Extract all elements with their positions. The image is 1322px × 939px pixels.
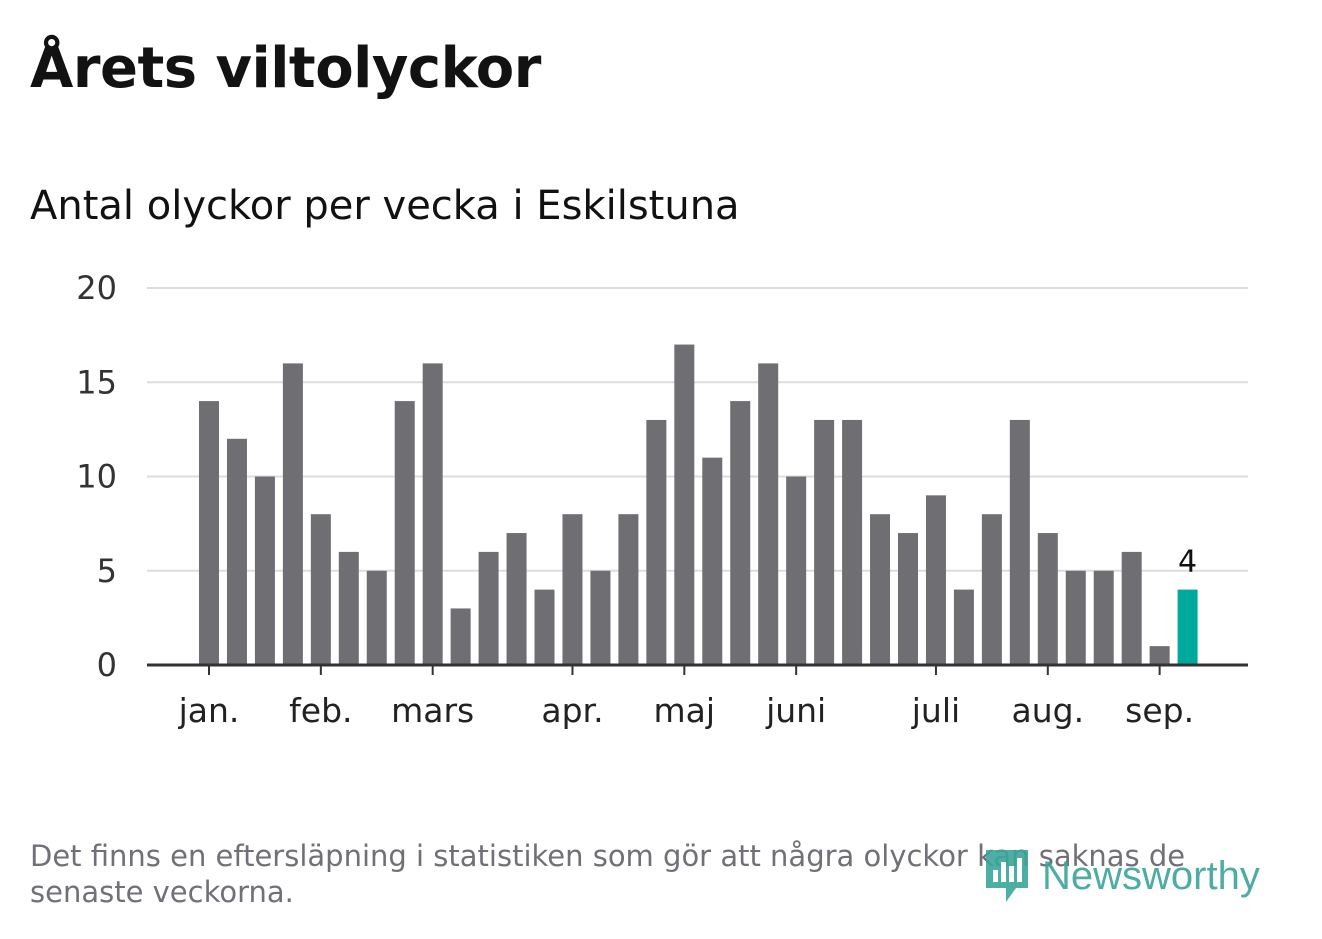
logo-text: Newsworthy [1042, 853, 1260, 898]
y-tick-label: 20 [76, 269, 117, 307]
y-tick-label: 5 [97, 552, 117, 590]
x-tick-label: feb. [289, 691, 352, 730]
bar [981, 514, 1002, 665]
chart-subtitle: Antal olyckor per vecka i Eskilstuna [30, 183, 740, 229]
bar [422, 363, 443, 665]
gridlines [147, 287, 1248, 572]
bars [199, 344, 1198, 665]
bar [478, 551, 499, 665]
bar [814, 419, 835, 665]
bar [590, 570, 611, 665]
bar [758, 363, 779, 665]
bar [450, 608, 471, 665]
bar [310, 514, 331, 665]
x-tick-label: juni [765, 691, 826, 730]
bar [646, 419, 667, 665]
bar [562, 514, 583, 665]
x-tick-label: apr. [541, 691, 603, 730]
chart-title: Årets viltolyckor [30, 36, 541, 101]
bar [1065, 570, 1086, 665]
bar [953, 589, 974, 665]
bar [338, 551, 359, 665]
bar [282, 363, 303, 665]
x-tick-label: aug. [1012, 691, 1085, 730]
data-labels: 4 [1178, 545, 1197, 580]
bar [366, 570, 387, 665]
bar [925, 495, 946, 665]
bar [394, 401, 415, 665]
bar [1149, 646, 1170, 665]
bar [199, 401, 219, 665]
newsworthy-logo: Newsworthy [982, 846, 1260, 906]
bar-highlight [1177, 589, 1198, 665]
bar [534, 589, 555, 665]
bar [842, 419, 863, 665]
bar [730, 401, 751, 665]
bar [870, 514, 891, 665]
bar [898, 533, 918, 665]
x-tick-label: jan. [178, 691, 240, 730]
bar [618, 514, 639, 665]
bar [1121, 551, 1142, 665]
y-axis-ticks: 0 5 10 15 20 [76, 269, 117, 684]
x-tick-label: juli [911, 691, 960, 730]
y-tick-label: 10 [76, 458, 117, 496]
x-tick-label: sep. [1125, 691, 1194, 730]
bar [786, 476, 807, 665]
y-tick-label: 15 [76, 363, 117, 401]
bar [506, 533, 527, 665]
newsworthy-logo-icon [986, 850, 1028, 902]
bar [1009, 419, 1030, 665]
data-label-latest: 4 [1178, 545, 1197, 580]
x-tick-label: mars [391, 691, 474, 730]
bar [1093, 570, 1114, 665]
bar [702, 457, 723, 665]
bar [226, 438, 247, 665]
y-tick-label: 0 [97, 646, 117, 684]
x-tick-label: maj [654, 691, 716, 730]
bar [1037, 533, 1058, 665]
bar-chart: 0 5 10 15 20 jan. feb. mars apr. maj juni juli aug.… [76, 269, 1248, 730]
bar [254, 476, 275, 665]
x-axis-month-labels: jan. feb. mars apr. maj juni juli aug. sep. [178, 665, 1194, 730]
bar [674, 344, 695, 665]
